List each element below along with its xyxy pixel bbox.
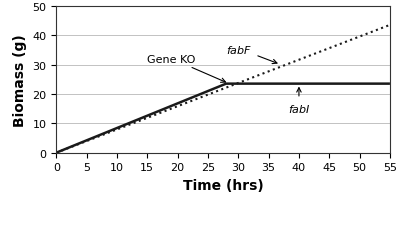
Text: $fabF$: $fabF$	[226, 44, 276, 64]
Y-axis label: Biomass (g): Biomass (g)	[13, 34, 27, 126]
Text: $fabI$: $fabI$	[287, 88, 310, 114]
X-axis label: Time (hrs): Time (hrs)	[182, 178, 263, 192]
Text: Gene KO: Gene KO	[147, 54, 225, 83]
